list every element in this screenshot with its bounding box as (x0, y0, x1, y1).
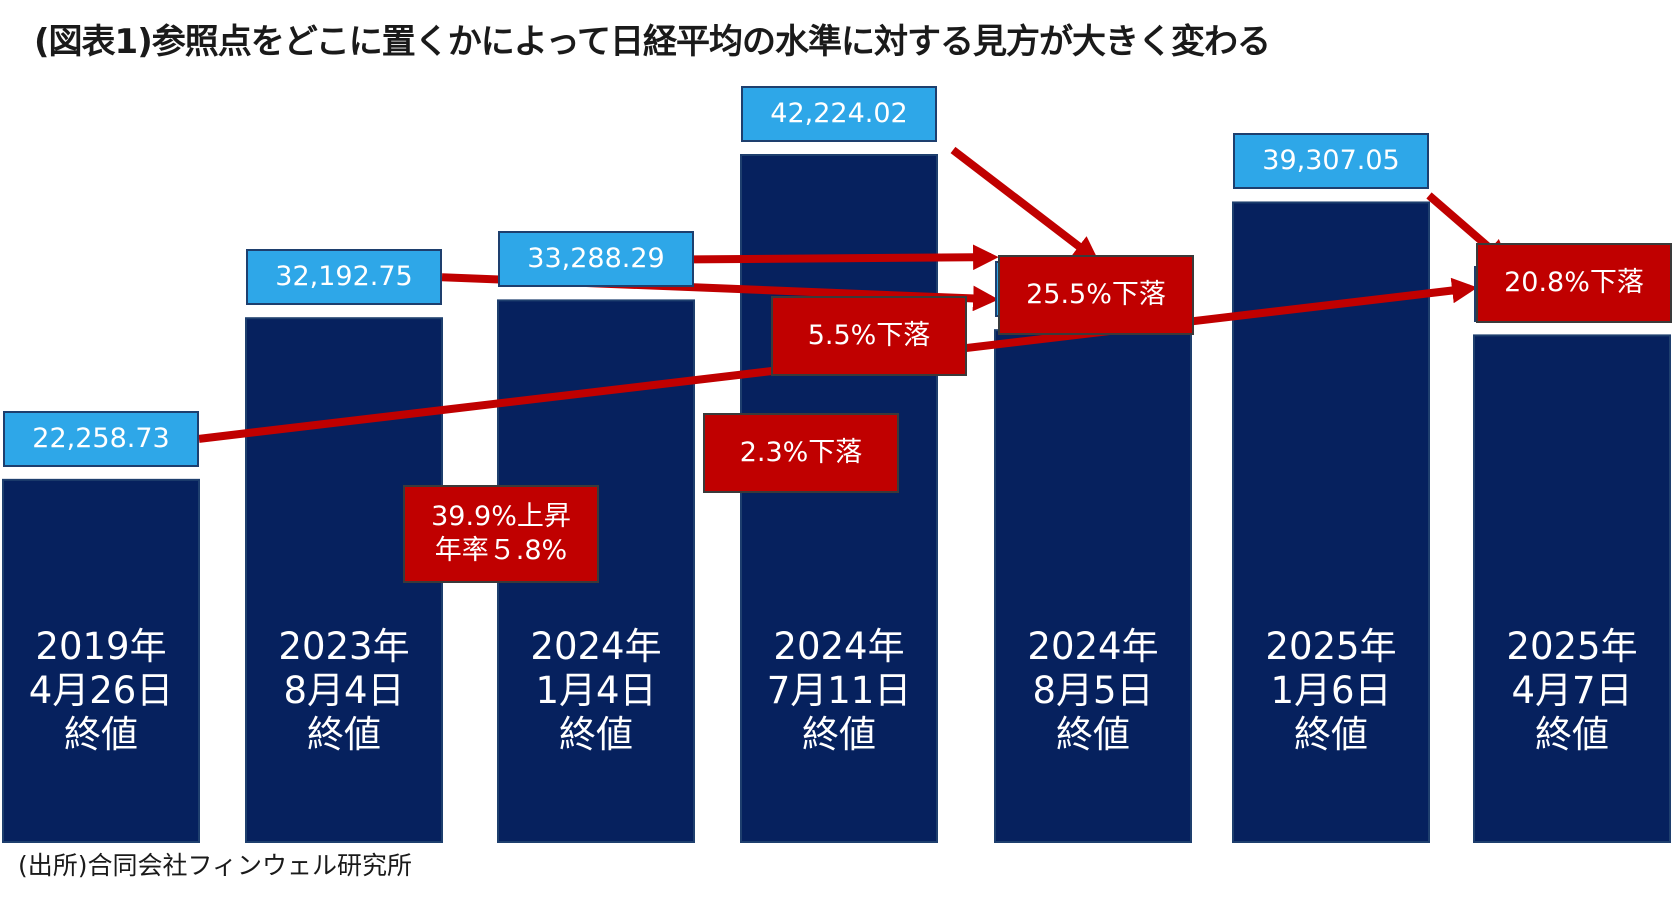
category-label-4: 2024年 8月5日 終値 (995, 625, 1191, 757)
change-label-4: 20.8%下落 (1476, 243, 1672, 323)
change-label-1: 2.3%下落 (703, 413, 899, 493)
category-label-0: 2019年 4月26日 終値 (3, 625, 199, 757)
change-arrow-3 (950, 146, 1100, 262)
bar-4 (994, 329, 1192, 843)
category-label-line: 終値 (307, 713, 381, 756)
change-label-line: 年率５.8% (434, 535, 568, 566)
category-label-line: 終値 (1294, 713, 1368, 756)
change-label-line: 5.5%下落 (807, 320, 931, 351)
value-label-0: 22,258.73 (3, 410, 199, 467)
category-label-3: 2024年 7月11日 終値 (741, 625, 937, 757)
category-label-line: 2025年 (1265, 625, 1397, 668)
category-label-line: 8月5日 (1032, 669, 1154, 712)
category-label-1: 2023年 8月4日 終値 (246, 625, 442, 757)
value-label-2: 33,288.29 (498, 231, 694, 288)
category-label-line: 2024年 (773, 625, 905, 668)
category-label-line: 終値 (559, 713, 633, 756)
category-label-line: 7月11日 (766, 669, 912, 712)
category-label-line: 終値 (1056, 713, 1130, 756)
category-label-line: 1月4日 (535, 669, 657, 712)
value-label-5: 39,307.05 (1233, 133, 1429, 190)
category-label-line: 1月6日 (1270, 669, 1392, 712)
change-label-3: 25.5%下落 (998, 255, 1194, 335)
category-label-line: 2024年 (530, 625, 662, 668)
category-label-line: 2019年 (35, 625, 167, 668)
category-label-line: 2025年 (1506, 625, 1638, 668)
category-label-line: 2024年 (1027, 625, 1159, 668)
category-label-line: 4月7日 (1511, 669, 1633, 712)
category-label-line: 終値 (64, 713, 138, 756)
bar-6 (1473, 334, 1671, 843)
change-label-line: 39.9%上昇 (431, 501, 571, 532)
category-label-line: 8月4日 (283, 669, 405, 712)
category-label-line: 終値 (802, 713, 876, 756)
category-label-line: 4月26日 (28, 669, 174, 712)
bar-0 (2, 478, 200, 843)
category-label-2: 2024年 1月4日 終値 (498, 625, 694, 757)
source-note: (出所)合同会社フィンウェル研究所 (18, 851, 413, 880)
change-arrow-2 (693, 244, 999, 271)
change-label-line: 25.5%下落 (1026, 279, 1166, 310)
chart-title: (図表1)参照点をどこに置くかによって日経平均の水準に対する見方が大きく変わる (34, 22, 1271, 62)
bar-3 (740, 154, 938, 843)
category-label-line: 終値 (1535, 713, 1609, 756)
change-label-line: 20.8%下落 (1504, 267, 1644, 298)
category-label-line: 2023年 (278, 625, 410, 668)
value-label-1: 32,192.75 (246, 249, 442, 306)
change-label-2: 5.5%下落 (771, 296, 967, 376)
category-label-5: 2025年 1月6日 終値 (1233, 625, 1429, 757)
change-label-line: 2.3%下落 (739, 437, 863, 468)
change-label-0: 39.9%上昇 年率５.8% (403, 485, 599, 583)
value-label-3: 42,224.02 (741, 86, 937, 142)
category-label-6: 2025年 4月7日 終値 (1474, 625, 1670, 757)
